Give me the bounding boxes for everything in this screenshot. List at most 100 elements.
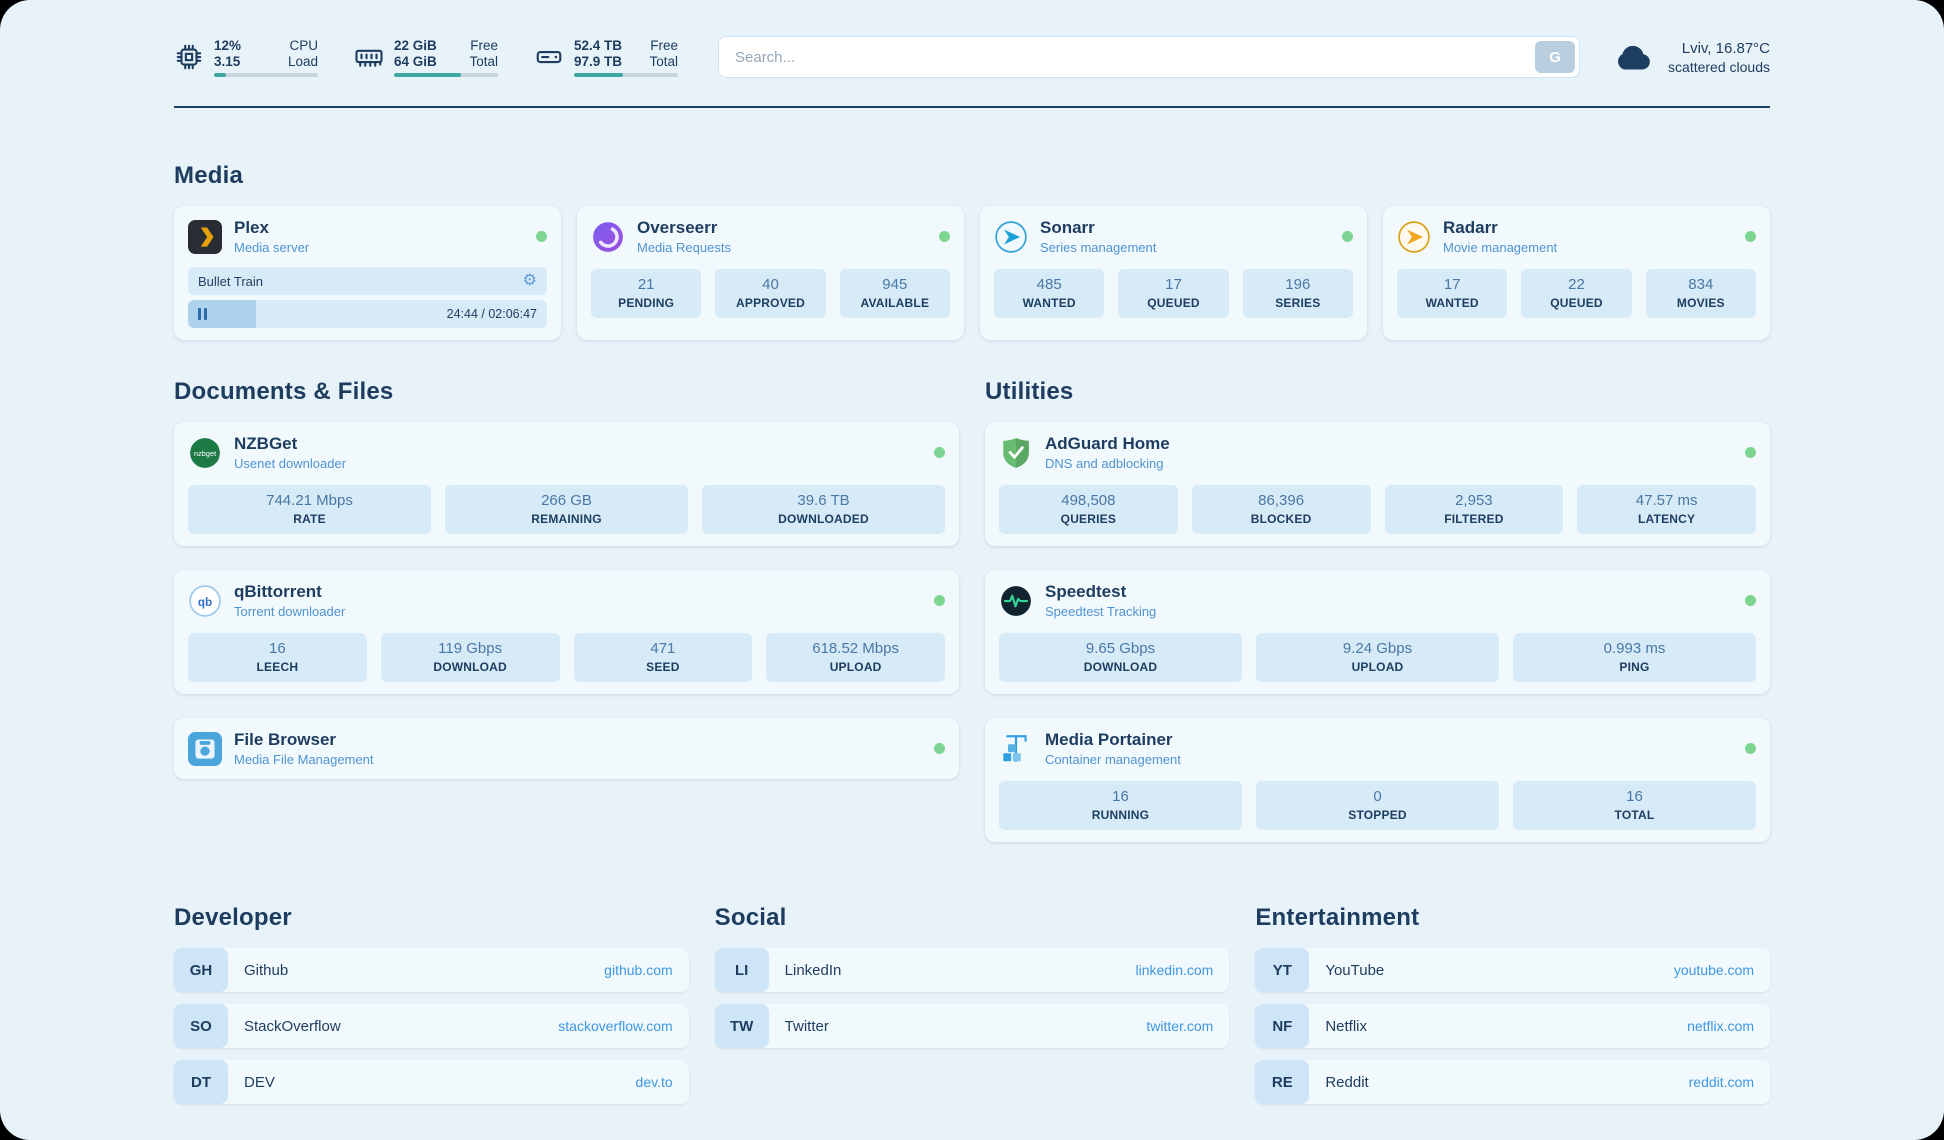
bookmark-name: Reddit (1325, 1073, 1369, 1091)
bookmark-twitter[interactable]: TW Twitter twitter.com (714, 1004, 1230, 1048)
weather-widget[interactable]: Lviv, 16.87°C scattered clouds (1610, 34, 1770, 80)
bookmark-abbr: LI (714, 948, 769, 992)
stat-value: 16 (1112, 788, 1129, 805)
search-input[interactable] (718, 36, 1581, 78)
service-meta: Media Portainer Container management (1045, 730, 1181, 767)
stat-label: APPROVED (736, 296, 805, 310)
adguard-icon (999, 436, 1033, 470)
service-name: Speedtest (1045, 582, 1127, 601)
service-name: AdGuard Home (1045, 434, 1170, 453)
bookmark-linkedin[interactable]: LI LinkedIn linkedin.com (714, 948, 1230, 992)
disk-progress-fill (574, 72, 623, 77)
bookmark-list: YT YouTube youtube.com NF Netflix netflix.com… (1255, 948, 1770, 1104)
stat-label: STOPPED (1348, 808, 1407, 822)
service-card-speedtest[interactable]: Speedtest Speedtest Tracking 9.65 Gbps DOWN… (985, 570, 1770, 694)
stat-movies: 834 MOVIES (1645, 269, 1756, 318)
disk-widget: 52.4 TB Free 97.9 TB Total (534, 38, 678, 77)
stats-row: 16 LEECH 119 Gbps DOWNLOAD 471 SEED 618.52 Mbp… (188, 633, 945, 682)
service-header: File Browser Media File Management (188, 730, 945, 767)
bookmark-abbr: GH (174, 948, 228, 992)
bookmark-abbr: RE (1255, 1060, 1310, 1104)
service-header: Overseerr Media Requests (591, 218, 950, 255)
service-card-media-portainer[interactable]: Media Portainer Container management 16 RUN… (985, 718, 1770, 842)
stat-value: 618.52 Mbps (812, 640, 899, 657)
cpu-load-value: 3.15 (214, 53, 241, 69)
header-divider (174, 106, 1770, 108)
stat-wanted: 485 WANTED (994, 269, 1105, 318)
service-name: qBittorrent (234, 582, 322, 601)
service-header: Plex Media server (188, 218, 547, 255)
service-card-nzbget[interactable]: nzbget NZBGet Usenet downloader 744.21 Mbps… (174, 422, 959, 546)
disk-progress-bar (574, 72, 678, 77)
qbittorrent-icon: qb (188, 584, 222, 618)
cpu-usage-label: CPU (289, 37, 318, 53)
service-meta: Sonarr Series management (1040, 218, 1156, 255)
stat-queued: 22 QUEUED (1521, 269, 1632, 318)
bookmark-url: github.com (604, 962, 673, 978)
memory-free-label: Free (470, 37, 498, 53)
bookmark-group-social: Social LI LinkedIn linkedin.com TW Twitter twi… (714, 904, 1230, 1048)
stat-upload: 618.52 Mbps UPLOAD (766, 633, 945, 682)
now-playing-progress-bar[interactable]: 24:44 / 02:06:47 (188, 300, 547, 328)
service-header: AdGuard Home DNS and adblocking (999, 434, 1756, 471)
service-meta: AdGuard Home DNS and adblocking (1045, 434, 1170, 471)
cpu-usage-value: 12% (214, 37, 242, 53)
service-subtitle: Media File Management (234, 752, 374, 767)
stat-seed: 471 SEED (573, 633, 753, 682)
stat-download: 9.65 Gbps DOWNLOAD (999, 633, 1242, 682)
service-card-file-browser[interactable]: File Browser Media File Management (174, 718, 959, 779)
bookmark-name: LinkedIn (784, 961, 842, 979)
weather-location: Lviv, 16.87°C (1681, 39, 1770, 57)
stat-queries: 498,508 QUERIES (999, 485, 1178, 534)
bookmark-name: DEV (244, 1073, 275, 1091)
service-card-sonarr[interactable]: Sonarr Series management 485 WANTED 17 QUEUED… (980, 206, 1367, 340)
stat-label: AVAILABLE (860, 296, 930, 310)
service-header: Media Portainer Container management (999, 730, 1756, 767)
now-playing-title-row: Bullet Train ⚙ (188, 267, 547, 295)
service-meta: Plex Media server (234, 218, 309, 255)
search-provider-button[interactable]: G (1535, 41, 1576, 73)
stat-value: 16 (269, 640, 286, 657)
bookmark-stackoverflow[interactable]: SO StackOverflow stackoverflow.com (174, 1004, 689, 1048)
bookmark-dev[interactable]: DT DEV dev.to (174, 1060, 689, 1104)
cpu-icon (174, 42, 204, 72)
stat-pending: 21 PENDING (591, 269, 702, 318)
service-card-qbittorrent[interactable]: qb qBittorrent Torrent downloader 16 LEECH 11… (174, 570, 959, 694)
pause-icon[interactable] (198, 308, 207, 320)
service-card-radarr[interactable]: Radarr Movie management 17 WANTED 22 QUEUED 83… (1383, 206, 1770, 340)
gear-icon[interactable]: ⚙ (522, 272, 537, 289)
stat-value: 21 (637, 276, 655, 293)
status-dot-online (939, 231, 950, 242)
status-dot-online (1342, 231, 1353, 242)
memory-progress-fill (394, 72, 461, 77)
stat-label: MOVIES (1676, 296, 1725, 310)
bookmark-abbr: NF (1255, 1004, 1310, 1048)
service-subtitle: Media server (234, 240, 310, 255)
search-bar: G (718, 36, 1581, 78)
service-card-overseerr[interactable]: Overseerr Media Requests 21 PENDING 40 APPROV… (577, 206, 964, 340)
bookmark-youtube[interactable]: YT YouTube youtube.com (1255, 948, 1770, 992)
stat-value: 2,953 (1455, 492, 1493, 509)
stat-label: LEECH (256, 660, 299, 674)
stat-downloaded: 39.6 TB DOWNLOADED (702, 485, 945, 534)
stat-label: WANTED (1022, 296, 1076, 310)
service-name: Media Portainer (1045, 730, 1173, 749)
portainer-icon (999, 732, 1033, 766)
disk-total-label: Total (649, 53, 678, 69)
service-card-adguard-home[interactable]: AdGuard Home DNS and adblocking 498,508 QUE… (985, 422, 1770, 546)
service-card-plex[interactable]: Plex Media server Bullet Train ⚙ 24:44 / 02:… (174, 206, 561, 340)
group-title-entertainment: Entertainment (1255, 904, 1420, 931)
service-subtitle: DNS and adblocking (1045, 456, 1164, 471)
service-name: NZBGet (234, 434, 298, 453)
stat-value: 9.24 Gbps (1342, 640, 1413, 657)
stat-label: RATE (293, 512, 326, 526)
stat-latency: 47.57 ms LATENCY (1577, 485, 1756, 534)
stats-row: 17 WANTED 22 QUEUED 834 MOVIES (1397, 269, 1756, 318)
filebrowser-icon (188, 731, 222, 766)
bookmark-netflix[interactable]: NF Netflix netflix.com (1255, 1004, 1770, 1048)
stat-series: 196 SERIES (1242, 269, 1353, 318)
bookmark-reddit[interactable]: RE Reddit reddit.com (1255, 1060, 1770, 1104)
bookmark-github[interactable]: GH Github github.com (174, 948, 689, 992)
group-title-documents-files: Documents & Files (174, 378, 394, 405)
